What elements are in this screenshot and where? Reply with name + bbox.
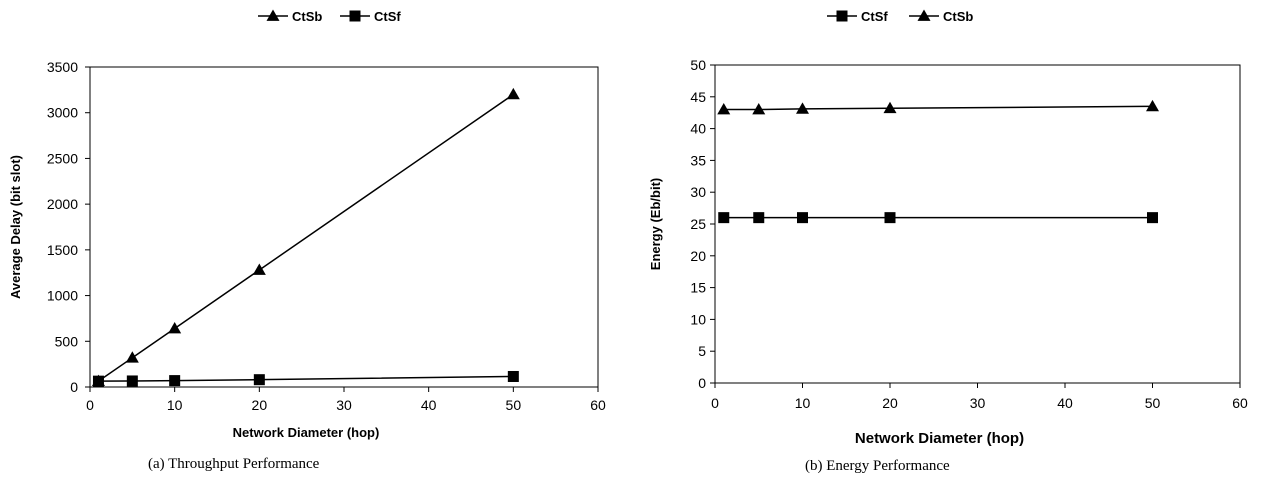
b-y-tick-label: 25: [690, 216, 706, 232]
b-point-ctsb: [752, 103, 766, 115]
a-x-axis-label: Network Diameter (hop): [233, 425, 380, 440]
a-point-ctsb: [506, 87, 520, 100]
a-point-ctsb: [252, 263, 266, 275]
b-x-tick-label: 60: [1232, 395, 1248, 411]
b-legend-marker-ctsb: [917, 9, 931, 21]
b-x-tick-label: 20: [882, 395, 898, 411]
b-legend-marker-ctsf: [836, 10, 848, 22]
a-legend-label-ctsb: CtSb: [292, 9, 322, 24]
b-legend-label-ctsb: CtSb: [943, 9, 973, 24]
a-line-ctsf: [98, 375, 514, 382]
b-y-tick-label: 0: [698, 375, 706, 391]
b-point-ctsb: [1146, 99, 1159, 112]
a-legend-marker-ctsb: [266, 9, 280, 21]
a-legend-item-ctsf: CtSf: [340, 9, 401, 24]
b-x-tick-label: 40: [1057, 395, 1073, 411]
b-x-tick-label: 30: [970, 395, 986, 411]
a-y-tick-label: 1000: [47, 288, 78, 304]
a-figure-caption: (a) Throughput Performance: [148, 456, 320, 472]
b-point-ctsb: [717, 103, 731, 115]
b-point-ctsb: [796, 102, 809, 114]
chart-throughput: 0 10 20 30 40 50 60 0 500 1000 1500 2000 2500 3000 350…: [8, 9, 606, 472]
a-x-tick-label: 40: [421, 397, 437, 413]
b-y-tick-label: 10: [690, 311, 706, 327]
b-point-ctsf: [718, 212, 730, 224]
a-point-ctsb: [168, 321, 182, 334]
a-y-tick-label: 3500: [47, 59, 78, 75]
b-x-axis-label: Network Diameter (hop): [855, 430, 1024, 447]
b-y-tick-label: 5: [698, 343, 706, 359]
b-y-tick-label: 20: [690, 248, 706, 264]
b-y-tick-label: 15: [690, 280, 706, 296]
b-point-ctsb: [883, 101, 897, 114]
b-point-ctsf: [753, 212, 765, 224]
a-y-axis-label: Average Delay (bit slot): [8, 155, 23, 299]
b-legend-label-ctsf: CtSf: [861, 9, 888, 24]
b-y-tick-label: 40: [690, 121, 706, 137]
b-plot-area: [714, 64, 1241, 384]
a-legend-marker-ctsf: [349, 10, 361, 22]
b-series-ctsf: [718, 212, 1158, 224]
b-series-ctsb: [717, 99, 1159, 115]
a-y-tick-label: 2000: [47, 196, 78, 212]
a-y-tick-label: 1500: [47, 242, 78, 258]
a-x-tick-label: 30: [336, 397, 352, 413]
a-y-tick-label: 2500: [47, 150, 78, 166]
b-x-tick-label: 10: [795, 395, 811, 411]
a-point-ctsf: [507, 370, 519, 382]
b-legend-item-ctsf: CtSf: [827, 9, 888, 24]
b-y-tick-label: 50: [690, 57, 706, 73]
a-point-ctsf: [92, 375, 104, 387]
a-point-ctsf: [169, 375, 181, 387]
b-point-ctsf: [1147, 212, 1158, 224]
a-line-ctsb: [98, 93, 514, 382]
a-y-tick-label: 500: [55, 333, 79, 349]
a-x-tick-label: 10: [167, 397, 183, 413]
a-series-ctsb: [91, 87, 520, 387]
a-point-ctsf: [253, 374, 265, 386]
b-y-tick-label: 35: [690, 152, 706, 168]
a-legend-item-ctsb: CtSb: [258, 9, 322, 24]
b-x-tick-label: 50: [1145, 395, 1161, 411]
b-legend-item-ctsb: CtSb: [909, 9, 973, 24]
b-y-axis-label: Energy (Eb/bit): [648, 178, 663, 270]
a-x-tick-label: 60: [590, 397, 606, 413]
a-y-tick-label: 0: [70, 379, 78, 395]
b-point-ctsf: [884, 212, 896, 224]
a-point-ctsf: [126, 375, 138, 387]
b-line-ctsb: [723, 105, 1153, 111]
b-figure-caption: (b) Energy Performance: [805, 458, 950, 474]
a-y-tick-label: 3000: [47, 105, 78, 121]
a-x-tick-label: 0: [86, 397, 94, 413]
a-series-ctsf: [92, 370, 519, 387]
a-legend-label-ctsf: CtSf: [374, 9, 401, 24]
a-point-ctsb: [125, 351, 139, 363]
b-x-tick-label: 0: [711, 395, 719, 411]
a-x-tick-label: 50: [506, 397, 522, 413]
a-plot-area: [89, 66, 599, 388]
b-point-ctsf: [797, 212, 808, 224]
a-x-tick-label: 20: [252, 397, 268, 413]
b-y-tick-label: 45: [690, 89, 706, 105]
b-y-tick-label: 30: [690, 184, 706, 200]
chart-energy: 0 10 20 30 40 50 60 0 5 10 15 20 25 30 35 40 45 50 Network…: [648, 9, 1248, 474]
